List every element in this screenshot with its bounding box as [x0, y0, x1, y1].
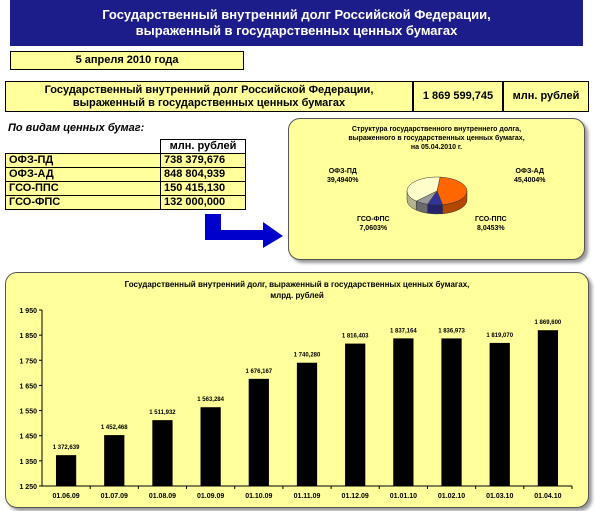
type-name: ОФЗ-ПД	[5, 153, 161, 168]
bar-value-label: 1 819,070	[486, 333, 513, 339]
bar	[489, 342, 510, 486]
pie-label-name: ГСО-ФПС	[357, 216, 390, 223]
x-tick-label: 01.12.09	[342, 493, 369, 500]
header-line-1: Государственный внутренний долг Российск…	[102, 7, 491, 22]
types-header-empty	[5, 139, 161, 154]
type-name: ОФЗ-АД	[5, 167, 161, 182]
bar-value-label: 1 837,164	[390, 328, 417, 334]
bar	[441, 338, 462, 486]
bar-value-label: 1 816,403	[342, 334, 369, 340]
y-tick-label: 1 450	[19, 434, 37, 441]
bar-chart: 1 250 1 350 1 450 1 550 1 650 1 750 1 850 1 950…	[19, 308, 573, 500]
x-tick-label: 01.08.09	[149, 493, 176, 500]
pie-label-pct: 7,0603%	[359, 225, 388, 232]
pie-slice-ofz-pd	[406, 176, 441, 202]
x-tick-label: 01.04.10	[534, 493, 561, 500]
summary-value: 1 869 599,745	[413, 81, 503, 112]
types-header-row: млн. рублей	[5, 139, 246, 154]
bar-value-label: 1 511,932	[149, 410, 176, 416]
bar-value-label: 1 372,639	[53, 445, 80, 451]
pie-title: Структура государственного внутреннего д…	[289, 125, 584, 152]
y-tick-label: 1 750	[19, 358, 37, 365]
x-tick-label: 01.06.09	[52, 493, 79, 500]
summary-label-line-1: Государственный внутренний долг Российск…	[44, 83, 374, 96]
header-line-2: выраженный в государственных ценных бума…	[135, 23, 458, 38]
pie-title-line-3: на 05.04.2010 г.	[410, 144, 463, 151]
bar	[104, 435, 125, 486]
bar	[393, 338, 414, 486]
x-tick-label: 01.03.10	[486, 493, 513, 500]
y-tick-label: 1 550	[19, 409, 37, 416]
x-tick-label: 01.11.09	[294, 493, 321, 500]
y-tick-label: 1 950	[19, 308, 37, 315]
pie-label-gso-pps: ГСО-ППС 8,0453%	[475, 215, 507, 233]
type-name: ГСО-ФПС	[5, 195, 161, 210]
pie-chart	[406, 176, 468, 215]
pie-label-pct: 39,4940%	[327, 177, 359, 184]
x-tick-label: 01.09.09	[197, 493, 224, 500]
type-value: 848 804,939	[160, 167, 246, 182]
pie-slice-ofz-ad	[436, 176, 468, 206]
x-tick-label: 01.10.09	[245, 493, 272, 500]
pie-title-line-1: Структура государственного внутреннего д…	[351, 126, 522, 133]
bar-chart-panel: Государственный внутренний долг, выражен…	[5, 272, 589, 508]
pie-label-ofz-ad: ОФЗ-АД 45,4004%	[514, 167, 546, 185]
y-tick-label: 1 250	[19, 484, 37, 491]
bar-chart-title-line: Государственный внутренний долг, выражен…	[124, 280, 470, 289]
y-tick-label: 1 850	[19, 333, 37, 340]
bar-chart-subtitle: млрд. рублей	[270, 291, 324, 300]
bar	[200, 407, 221, 486]
arrow-shape	[205, 214, 283, 248]
bar-chart-title: Государственный внутренний долг, выражен…	[6, 279, 588, 301]
page-header: Государственный внутренний долг Российск…	[10, 0, 583, 46]
table-row: ОФЗ-АД 848 804,939	[5, 167, 246, 182]
bar	[55, 455, 77, 486]
pie-label-name: ОФЗ-АД	[515, 168, 544, 175]
x-tick-label: 01.01.10	[390, 493, 417, 500]
type-value: 738 379,676	[160, 153, 246, 168]
y-tick-label: 1 350	[19, 459, 37, 466]
pie-label-gso-fps: ГСО-ФПС 7,0603%	[357, 215, 390, 233]
pie-chart-panel: Структура государственного внутреннего д…	[288, 118, 585, 260]
bar	[296, 362, 318, 486]
summary-label-line-2: выраженный в государственных ценных бума…	[72, 96, 346, 109]
x-tick-label: 01.07.09	[101, 493, 128, 500]
bar	[248, 378, 269, 486]
types-title: По видам ценных бумаг:	[8, 122, 145, 134]
bar-value-label: 1 869,600	[535, 320, 562, 326]
pie-label-name: ГСО-ППС	[475, 216, 507, 223]
pie-label-pct: 8,0453%	[477, 225, 505, 232]
pie-tops	[406, 176, 468, 206]
x-tick-label: 01.02.10	[438, 493, 465, 500]
type-value: 132 000,000	[160, 195, 246, 210]
type-value: 150 415,130	[160, 181, 246, 196]
summary-unit: млн. рублей	[503, 81, 589, 112]
table-row: ОФЗ-ПД 738 379,676	[5, 153, 246, 168]
pie-label-pct: 45,4004%	[514, 177, 546, 184]
pie-label-name: ОФЗ-ПД	[328, 168, 357, 175]
bar	[152, 420, 173, 486]
bar	[537, 330, 559, 486]
type-name: ГСО-ППС	[5, 181, 161, 196]
bar-value-label: 1 676,167	[245, 369, 272, 375]
pie-label-ofz-pd: ОФЗ-ПД 39,4940%	[327, 167, 359, 185]
types-unit-header: млн. рублей	[160, 139, 246, 154]
arrow-icon	[205, 214, 283, 248]
bar	[345, 343, 366, 486]
bar-value-label: 1 452,468	[101, 425, 128, 431]
bar-value-label: 1 740,280	[294, 353, 321, 359]
pie-title-line-2: выраженного в государственных ценных бум…	[348, 135, 525, 142]
table-row: ГСО-ППС 150 415,130	[5, 181, 246, 196]
table-row: ГСО-ФПС 132 000,000	[5, 195, 246, 210]
y-tick-label: 1 650	[19, 383, 37, 390]
bar-value-label: 1 836,973	[438, 328, 465, 334]
summary-row: Государственный внутренний долг Российск…	[5, 81, 589, 112]
report-date: 5 апреля 2010 года	[10, 51, 244, 70]
types-table: млн. рублей ОФЗ-ПД 738 379,676 ОФЗ-АД 84…	[5, 139, 246, 210]
summary-label: Государственный внутренний долг Российск…	[5, 81, 413, 112]
pie-slice-gso-pps-side	[427, 203, 443, 215]
bar-value-label: 1 563,284	[197, 397, 224, 403]
